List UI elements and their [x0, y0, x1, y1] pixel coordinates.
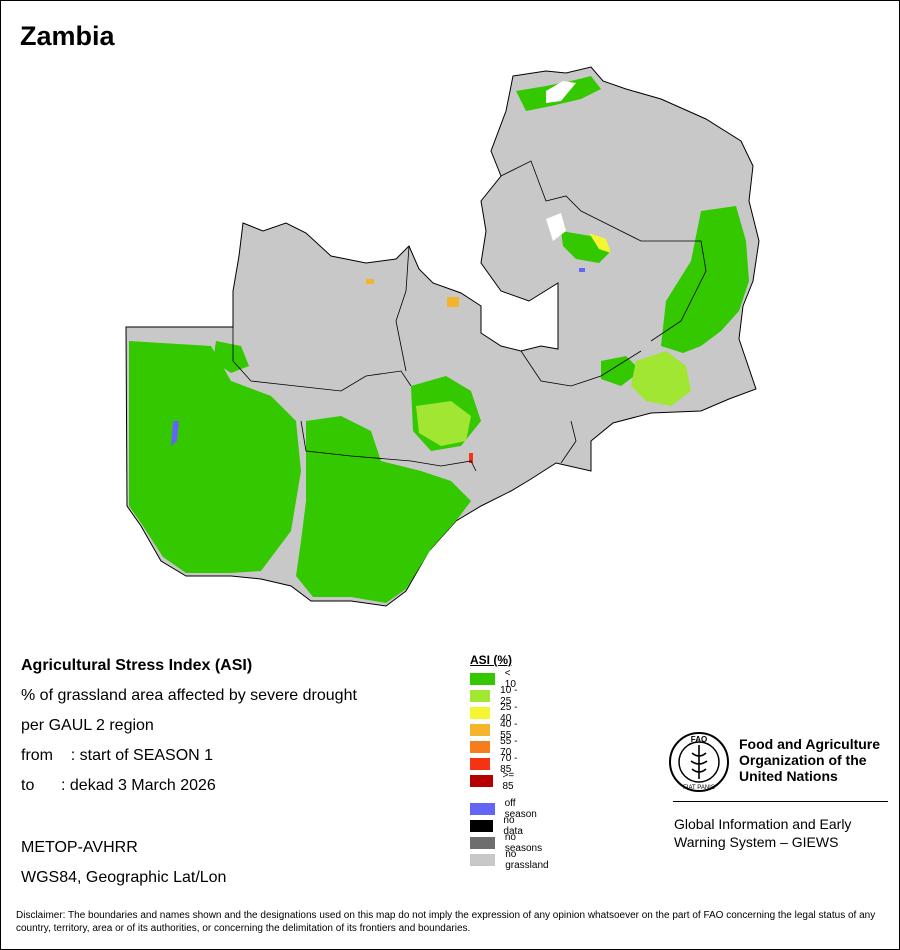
legend-swatch — [470, 690, 491, 702]
legend-item: no seasons — [470, 832, 547, 854]
fao-organization-name: Food and Agriculture Organization of the… — [739, 736, 881, 784]
legend-label: off season — [504, 798, 537, 820]
index-description: % of grassland area affected by severe d… — [21, 687, 357, 704]
yellow-patch — [589, 233, 611, 253]
legend-item: no data — [470, 815, 529, 837]
legend-item: off season — [470, 798, 542, 820]
projection-label: WGS84, Geographic Lat/Lon — [21, 869, 227, 886]
legend-swatch — [470, 724, 491, 736]
white-gaps — [546, 81, 576, 241]
legend-item: < 10 — [470, 668, 521, 690]
legend-swatch — [470, 820, 494, 832]
legend-label: 10 - 25 — [500, 685, 518, 707]
asi-legend: ASI (%) < 10 10 - 25 25 - 40 40 - 55 55 - 70… — [470, 653, 549, 871]
fao-logo-icon: FAO FIAT PANIS — [669, 732, 729, 792]
fao-logo-letters: FAO — [691, 735, 707, 744]
legend-item: 40 - 55 — [470, 719, 521, 741]
legend-label: 40 - 55 — [500, 719, 518, 741]
period-to: to : dekad 3 March 2026 — [21, 777, 216, 794]
legend-item: 70 - 85 — [470, 753, 521, 775]
period-from: from : start of SEASON 1 — [21, 747, 214, 764]
legend-title: ASI (%) — [470, 653, 512, 667]
legend-swatch — [470, 854, 496, 866]
disclaimer: Disclaimer: The boundaries and names sho… — [16, 910, 876, 934]
legend-swatch — [470, 741, 491, 753]
fao-logo-motto: FIAT PANIS — [683, 785, 715, 791]
legend-label: 25 - 40 — [500, 702, 518, 724]
orange-patch-2 — [366, 279, 374, 284]
asi-moderate-stress-areas — [416, 351, 691, 446]
index-title: Agricultural Stress Index (ASI) — [21, 657, 253, 674]
legend-swatch — [470, 707, 491, 719]
legend-label: no seasons — [504, 832, 543, 854]
orange-patch — [447, 297, 459, 307]
map-title: Zambia — [20, 21, 115, 51]
legend-swatch — [470, 803, 495, 815]
fao-divider — [673, 801, 888, 802]
legend-item: 25 - 40 — [470, 702, 521, 724]
legend-label: < 10 — [504, 668, 516, 690]
index-unit: per GAUL 2 region — [21, 717, 154, 734]
legend-swatch — [470, 673, 495, 685]
legend-item: no grassland — [470, 849, 553, 871]
legend-label: no grassland — [505, 849, 549, 871]
legend-swatch — [470, 837, 495, 849]
legend-item: >= 85 — [470, 770, 522, 792]
asi-high-stress-patches — [366, 233, 611, 463]
legend-label: 70 - 85 — [500, 753, 518, 775]
legend-swatch — [470, 775, 493, 787]
asi-low-stress-areas — [129, 76, 749, 603]
off-season-areas — [171, 268, 585, 446]
zambia-asi-map — [125, 66, 760, 607]
giews-name: Global Information and Early Warning Sys… — [674, 816, 852, 850]
red-patch — [469, 453, 473, 463]
legend-label: >= 85 — [502, 770, 515, 792]
sensor-label: METOP-AVHRR — [21, 839, 138, 856]
admin-boundaries — [232, 160, 707, 472]
legend-swatch — [470, 758, 491, 770]
legend-item: 10 - 25 — [470, 685, 521, 707]
legend-label: no data — [503, 815, 523, 837]
legend-item: 55 - 70 — [470, 736, 521, 758]
legend-label: 55 - 70 — [500, 736, 518, 758]
